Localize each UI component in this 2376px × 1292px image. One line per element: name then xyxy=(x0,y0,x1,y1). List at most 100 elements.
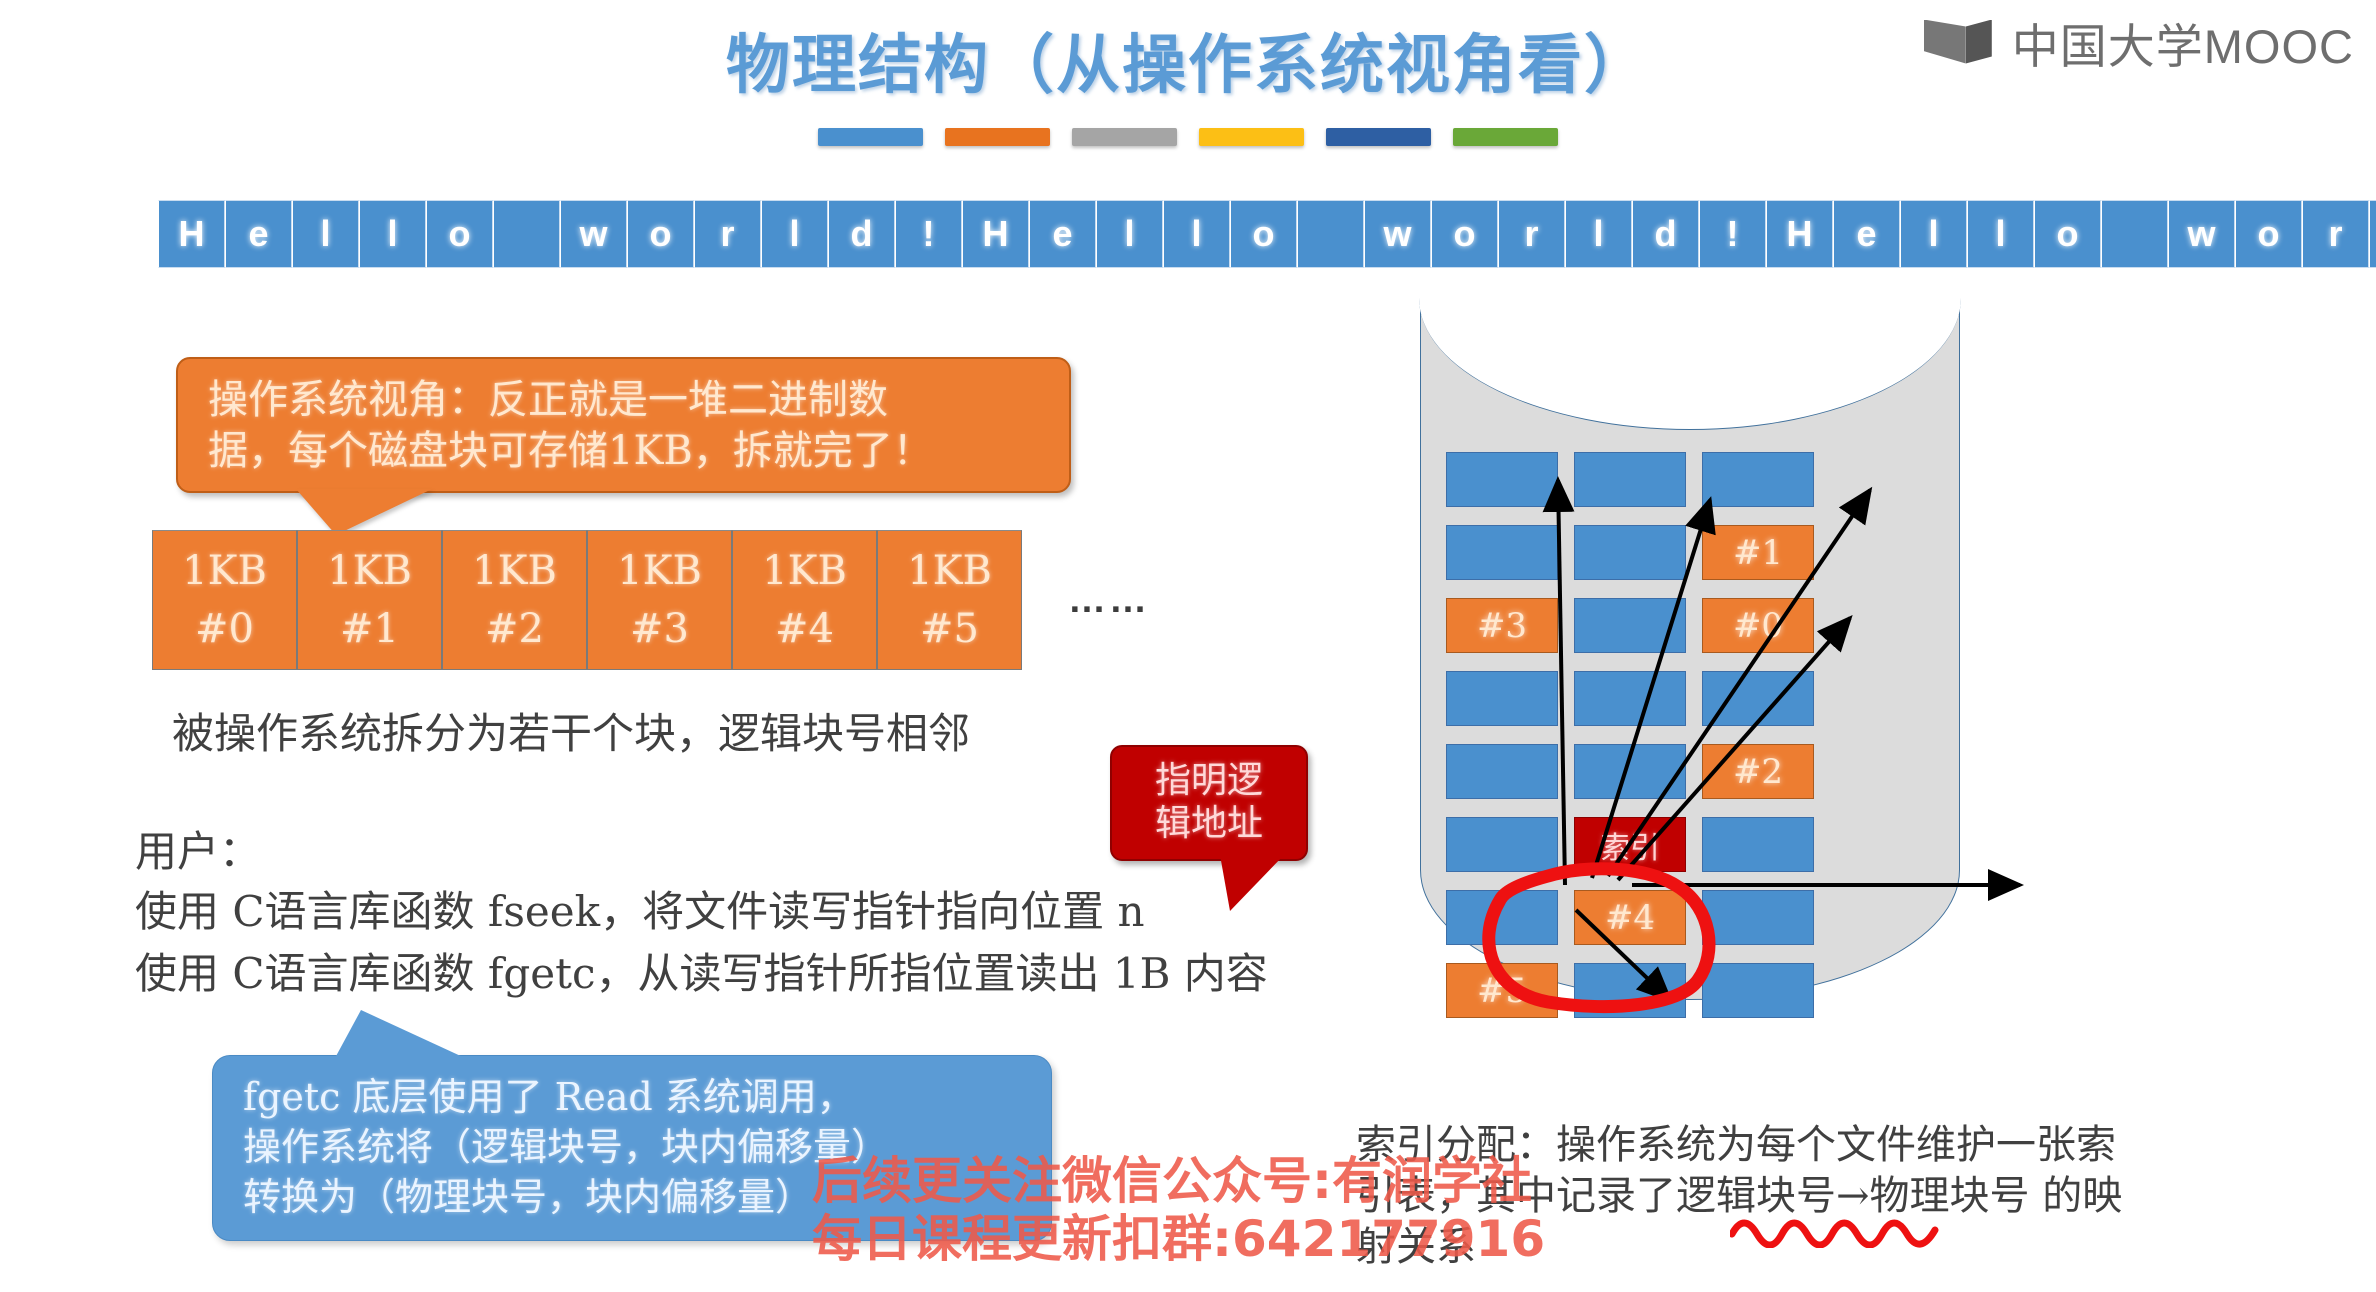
os-view-line-2: 据，每个磁盘块可存储1KB，拆就完了！ xyxy=(208,428,933,475)
disk-free-block xyxy=(1702,890,1814,945)
byte-cell: r xyxy=(694,200,761,268)
byte-cell: w xyxy=(560,200,627,268)
byte-cell xyxy=(2101,200,2168,268)
logical-address-callout: 指明逻 辑地址 xyxy=(1110,745,1308,912)
byte-cell: ! xyxy=(895,200,962,268)
logo-text: 中国大学MOOC xyxy=(2011,20,2354,73)
disk-free-block xyxy=(1574,598,1686,653)
byte-cell: e xyxy=(1029,200,1096,268)
red-callout-line-2: 辑地址 xyxy=(1154,803,1263,845)
book-icon xyxy=(1923,14,1998,72)
disk-free-block xyxy=(1446,452,1558,507)
byte-cell: l xyxy=(2369,200,2376,268)
callout-tail xyxy=(335,1010,465,1058)
byte-cell: l xyxy=(359,200,426,268)
byte-cell: l xyxy=(1096,200,1163,268)
block-number: #2 xyxy=(485,606,544,652)
red-callout-line-1: 指明逻 xyxy=(1154,760,1263,801)
red-squiggle-underline xyxy=(1730,1219,1939,1248)
byte-cell: H xyxy=(962,200,1029,268)
block-size: 1KB xyxy=(472,548,557,594)
byte-cell: l xyxy=(1967,200,2034,268)
logical-block: 1KB #3 xyxy=(587,530,732,670)
block-size: 1KB xyxy=(182,548,267,594)
disk-used-block: #0 xyxy=(1702,598,1814,653)
block-size: 1KB xyxy=(617,548,702,594)
byte-cell: r xyxy=(1498,200,1565,268)
title-decoration-bars xyxy=(0,128,2376,146)
byte-cell xyxy=(1297,200,1364,268)
block-size: 1KB xyxy=(762,548,847,594)
disk-free-block xyxy=(1574,452,1686,507)
idx-desc-line-3: 射关系 xyxy=(1356,1224,1476,1271)
byte-cell: o xyxy=(2034,200,2101,268)
callout-tail xyxy=(1220,855,1284,912)
user-label: 用户： xyxy=(135,827,262,876)
byte-cell: e xyxy=(225,200,292,268)
disk-free-block xyxy=(1446,671,1558,726)
disk-block-grid: #1 #3 #0 #2 索引 #4 #5 xyxy=(1446,452,1938,1018)
block-number: #1 xyxy=(340,606,399,652)
disk-free-block xyxy=(1574,671,1686,726)
disk-illustration: #1 #3 #0 #2 索引 #4 #5 xyxy=(1419,298,1961,1018)
disk-used-block: #4 xyxy=(1574,890,1686,945)
disk-used-block: #2 xyxy=(1702,744,1814,799)
block-number: #4 xyxy=(775,606,834,652)
disk-index-block: 索引 xyxy=(1574,817,1686,872)
page-title: 物理结构（从操作系统视角看） xyxy=(726,28,1650,103)
byte-cell: l xyxy=(1163,200,1230,268)
logical-block: 1KB #2 xyxy=(442,530,587,670)
disk-free-block xyxy=(1446,744,1558,799)
user-fseek-line: 使用 C语言库函数 fseek，将文件读写指针指向位置 n xyxy=(135,887,1145,936)
disk-free-block xyxy=(1702,671,1814,726)
block-size: 1KB xyxy=(327,548,412,594)
byte-cell: d xyxy=(828,200,895,268)
disk-used-block: #5 xyxy=(1446,963,1558,1018)
index-allocation-description: 索引分配：操作系统为每个文件维护一张索 引表，其中记录了逻辑块号→物理块号 的映… xyxy=(1356,1120,2366,1274)
read-syscall-callout: fgetc 底层使用了 Read 系统调用， 操作系统将（逻辑块号，块内偏移量）… xyxy=(212,1010,1052,1242)
idx-desc-line-2: 引表，其中记录了逻辑块号→物理块号 的映 xyxy=(1356,1173,2123,1220)
logical-block: 1KB #5 xyxy=(877,530,1022,670)
watermark-line-1: 后续更关注微信公众号:有润学社 xyxy=(812,1152,1532,1210)
byte-cell: d xyxy=(1632,200,1699,268)
disk-used-block: #1 xyxy=(1702,525,1814,580)
block-number: #0 xyxy=(195,606,254,652)
disk-free-block xyxy=(1574,744,1686,799)
block-number: #5 xyxy=(920,606,979,652)
byte-cell: l xyxy=(1900,200,1967,268)
blue-callout-line-3: 转换为（物理块号，块内偏移量） xyxy=(243,1175,814,1220)
idx-desc-line-1: 索引分配：操作系统为每个文件维护一张索 xyxy=(1356,1122,2116,1168)
byte-cell: o xyxy=(1230,200,1297,268)
blue-callout-line-2: 操作系统将（逻辑块号，块内偏移量） xyxy=(243,1125,890,1170)
byte-cell: l xyxy=(1565,200,1632,268)
disk-used-block: #3 xyxy=(1446,598,1558,653)
watermark-overlay: 后续更关注微信公众号:有润学社 每日课程更新扣群:642177916 xyxy=(812,1152,1545,1268)
byte-cell: o xyxy=(1431,200,1498,268)
logical-block-row: 1KB #0 1KB #1 1KB #2 1KB #3 1KB #4 1KB #5…… xyxy=(152,530,1150,670)
byte-cell: H xyxy=(158,200,225,268)
disk-free-block xyxy=(1446,525,1558,580)
logical-block: 1KB #1 xyxy=(297,530,442,670)
byte-cell: l xyxy=(761,200,828,268)
block-number: #3 xyxy=(630,606,689,652)
block-size: 1KB xyxy=(907,548,992,594)
os-view-callout: 操作系统视角：反正就是一堆二进制数 据，每个磁盘块可存储1KB，拆就完了！ xyxy=(176,357,1071,536)
watermark-line-2: 每日课程更新扣群:642177916 xyxy=(812,1210,1546,1268)
byte-cell: w xyxy=(2168,200,2235,268)
logical-block: 1KB #4 xyxy=(732,530,877,670)
logical-block: 1KB #0 xyxy=(152,530,297,670)
byte-cell: r xyxy=(2302,200,2369,268)
disk-free-block xyxy=(1446,890,1558,945)
byte-cell xyxy=(493,200,560,268)
disk-free-block xyxy=(1702,452,1814,507)
byte-cell: o xyxy=(2235,200,2302,268)
disk-free-block xyxy=(1574,963,1686,1018)
byte-cell: o xyxy=(426,200,493,268)
byte-cell: e xyxy=(1833,200,1900,268)
mooc-logo: 中国大学MOOC xyxy=(1923,8,2354,77)
byte-cell: o xyxy=(627,200,694,268)
disk-free-block xyxy=(1702,817,1814,872)
kb-ellipsis: …… xyxy=(1068,578,1150,621)
